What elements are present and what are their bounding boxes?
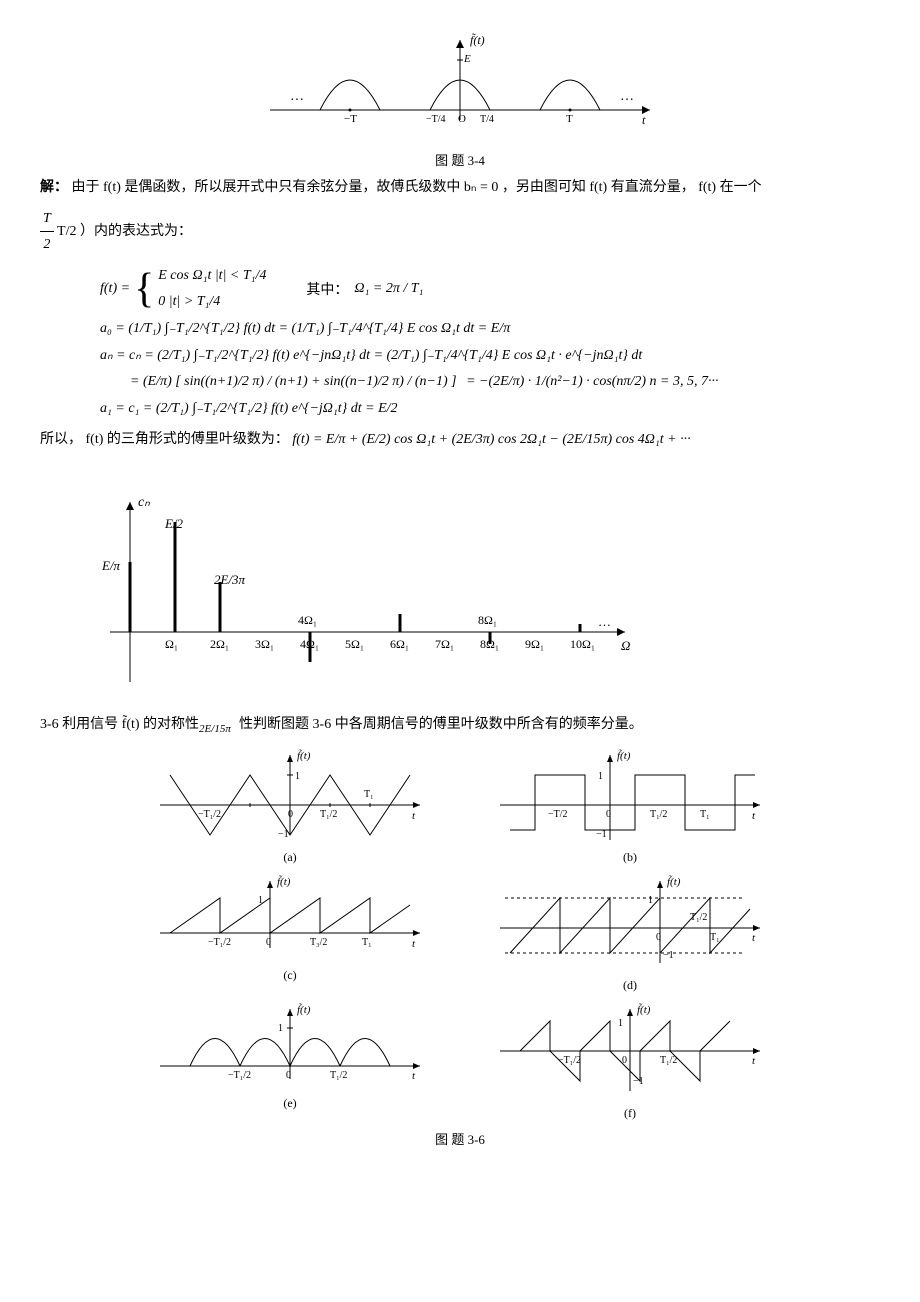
- fig36e: f̃(t) 1 −T₁/2 0 T₁/2 t: [150, 1001, 430, 1091]
- svg-text:O: O: [458, 113, 466, 125]
- svg-text:8Ω₁: 8Ω₁: [478, 613, 497, 627]
- svg-text:E/2: E/2: [164, 516, 184, 531]
- svg-text:…: …: [620, 89, 634, 104]
- svg-text:t: t: [752, 1055, 756, 1067]
- svg-text:T: T: [566, 113, 573, 125]
- svg-text:−1: −1: [596, 829, 607, 840]
- a0-eq: a₀ = (1/T₁) ∫₋T₁/2^{T₁/2} f(t) dt = (1/T…: [100, 320, 880, 337]
- svg-text:2E/3π: 2E/3π: [214, 572, 246, 587]
- fig36-row3: f̃(t) 1 −T₁/2 0 T₁/2 t (e) f̃(t) 1 −1 −T…: [40, 1001, 880, 1121]
- fig34-svg: … … f̃(t) E −T −T/4 O T/4 T t: [250, 30, 670, 140]
- svg-text:4Ω₁: 4Ω₁: [300, 637, 319, 651]
- svg-text:2Ω₁: 2Ω₁: [210, 637, 229, 651]
- piecewise-eq: f(t) = { E cos Ω₁t |t| < T₁/4 0 |t| > T₁…: [100, 268, 880, 310]
- svg-text:−T/4: −T/4: [426, 114, 446, 125]
- fig34-amp: E: [463, 53, 471, 65]
- svg-text:1: 1: [618, 1018, 623, 1029]
- q36-text: 3-6 利用信号 f̃(t) 的对称性 2E/15π 性判断图题 3-6 中各周…: [40, 712, 880, 737]
- fig34-ylabel: f̃(t): [470, 32, 485, 47]
- svg-text:0: 0: [606, 809, 611, 820]
- svg-text:4Ω₁: 4Ω₁: [298, 613, 317, 627]
- svg-text:t: t: [752, 810, 756, 822]
- svg-text:f̃(t): f̃(t): [637, 1003, 651, 1016]
- svg-text:1: 1: [598, 771, 603, 782]
- fig34-caption: 图 题 3-4: [40, 150, 880, 169]
- svg-text:T₁/2: T₁/2: [650, 809, 667, 820]
- svg-text:Ω₁: Ω₁: [165, 637, 178, 651]
- svg-text:f̃(t): f̃(t): [667, 875, 681, 888]
- a1-eq: a₁ = c₁ = (2/T₁) ∫₋T₁/2^{T₁/2} f(t) e^{−…: [100, 400, 880, 417]
- svg-text:9Ω₁: 9Ω₁: [525, 637, 544, 651]
- svg-text:0: 0: [266, 937, 271, 948]
- svg-text:0: 0: [288, 809, 293, 820]
- svg-text:0: 0: [622, 1055, 627, 1066]
- svg-text:−T₁/2: −T₁/2: [208, 937, 231, 948]
- svg-text:−T₁/2: −T₁/2: [198, 809, 221, 820]
- svg-text:1: 1: [278, 1023, 283, 1034]
- svg-text:T₃/2: T₃/2: [310, 937, 327, 948]
- spectrum-svg: Ωcₙ E/π E/2 2E/3π Ω₁ 2Ω₁ 3Ω₁ 4Ω₁ 5Ω₁ 6Ω₁ 7Ω₁ 8Ω₁ 9Ω₁…: [60, 482, 660, 702]
- figure-3-4: … … f̃(t) E −T −T/4 O T/4 T t: [40, 30, 880, 140]
- svg-text:T₁/2: T₁/2: [690, 912, 707, 923]
- svg-text:0: 0: [656, 932, 661, 943]
- fig36f: f̃(t) 1 −1 −T₁/2 0 T₁/2 t: [490, 1001, 770, 1101]
- fig36c: f̃(t) 1 −T₁/2 0 T₃/2 T₁ t: [150, 873, 430, 963]
- an-eq-2: = (E/π) [ sin((n+1)/2 π) / (n+1) + sin((…: [130, 374, 880, 390]
- solution-prefix: 解：: [40, 180, 68, 195]
- svg-text:10Ω₁: 10Ω₁: [570, 637, 595, 651]
- spectrum-chart: Ωcₙ E/π E/2 2E/3π Ω₁ 2Ω₁ 3Ω₁ 4Ω₁ 5Ω₁ 6Ω₁ 7Ω₁ 8Ω₁ 9Ω₁…: [60, 482, 880, 702]
- svg-text:f̃(t): f̃(t): [277, 875, 291, 888]
- fig36d: f̃(t) 1 −1 0 T₁/2 T₁ t: [490, 873, 770, 973]
- svg-text:T₁: T₁: [364, 789, 374, 800]
- svg-text:−T: −T: [344, 113, 357, 125]
- svg-text:t: t: [412, 938, 416, 950]
- svg-text:f̃(t): f̃(t): [617, 749, 631, 762]
- svg-text:1: 1: [295, 771, 300, 782]
- svg-text:Ω: Ω: [621, 638, 630, 653]
- fig36-row1: f̃(t) 1 −1 −T₁/2 0 T₁/2 T₁ t (a) f̃(t) 1…: [40, 745, 880, 865]
- svg-text:5Ω₁: 5Ω₁: [345, 637, 364, 651]
- svg-text:1: 1: [648, 895, 653, 906]
- svg-text:…: …: [290, 89, 304, 104]
- an-eq-1: aₙ = cₙ = (2/T₁) ∫₋T₁/2^{T₁/2} f(t) e^{−…: [100, 347, 880, 364]
- svg-text:T/4: T/4: [480, 114, 494, 125]
- svg-text:8Ω₁: 8Ω₁: [480, 637, 499, 651]
- fig36a: f̃(t) 1 −1 −T₁/2 0 T₁/2 T₁ t: [150, 745, 430, 845]
- svg-text:T₁: T₁: [700, 809, 710, 820]
- svg-text:T₁/2: T₁/2: [320, 809, 337, 820]
- svg-text:cₙ: cₙ: [138, 495, 150, 510]
- svg-text:E/π: E/π: [101, 558, 121, 573]
- svg-text:−T₁/2: −T₁/2: [558, 1055, 581, 1066]
- svg-text:−1: −1: [278, 829, 289, 840]
- svg-text:−T/2: −T/2: [548, 809, 568, 820]
- svg-text:7Ω₁: 7Ω₁: [435, 637, 454, 651]
- svg-text:−1: −1: [633, 1076, 644, 1087]
- svg-text:t: t: [412, 1070, 416, 1082]
- svg-text:−1: −1: [663, 950, 674, 961]
- solution-line2: T 2 T/2 ）内的表达式为：: [40, 206, 880, 257]
- fig36b: f̃(t) 1 −1 −T/2 0 T₁/2 T₁ t: [490, 745, 770, 845]
- svg-text:T₁: T₁: [362, 937, 372, 948]
- solution-line1: 解： 由于 f(t) 是偶函数，所以展开式中只有余弦分量，故傅氏级数中 bₙ =…: [40, 175, 880, 200]
- svg-text:t: t: [642, 113, 646, 127]
- svg-text:3Ω₁: 3Ω₁: [255, 637, 274, 651]
- svg-text:1: 1: [258, 895, 263, 906]
- svg-text:T₁/2: T₁/2: [660, 1055, 677, 1066]
- svg-text:t: t: [412, 810, 416, 822]
- svg-text:…: …: [598, 614, 611, 629]
- svg-text:T₁: T₁: [710, 932, 720, 943]
- svg-text:f̃(t): f̃(t): [297, 1003, 311, 1016]
- svg-text:0: 0: [286, 1070, 291, 1081]
- fig36-caption: 图 题 3-6: [40, 1129, 880, 1148]
- fig36-row2: f̃(t) 1 −T₁/2 0 T₃/2 T₁ t (c) f̃(t) 1 −1…: [40, 873, 880, 993]
- svg-text:T₁/2: T₁/2: [330, 1070, 347, 1081]
- result-line: 所以， f(t) 的三角形式的傅里叶级数为： f(t) = E/π + (E/2…: [40, 427, 880, 452]
- svg-text:6Ω₁: 6Ω₁: [390, 637, 409, 651]
- svg-text:−T₁/2: −T₁/2: [228, 1070, 251, 1081]
- svg-text:f̃(t): f̃(t): [297, 749, 311, 762]
- svg-text:t: t: [752, 932, 756, 944]
